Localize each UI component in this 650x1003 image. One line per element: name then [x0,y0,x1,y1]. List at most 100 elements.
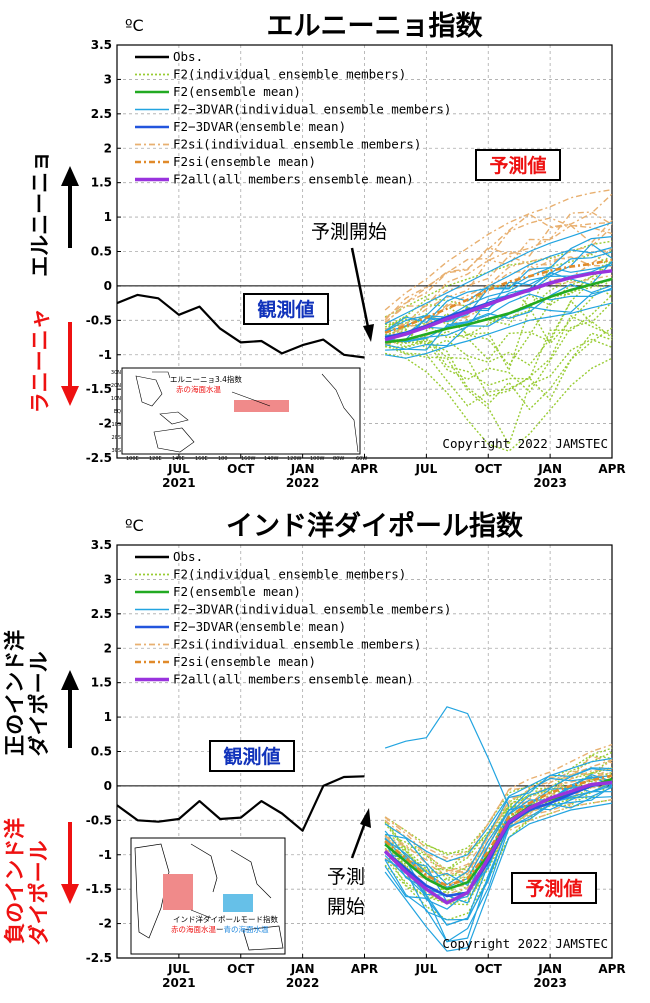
f2si-members-line [384,743,613,859]
forecast-start-label: 開始 [327,896,365,918]
legend: Obs. F2(individual ensemble members) F2(en… [135,549,451,687]
f2si-members-line [384,219,613,323]
forecast-start-arrow [350,247,371,333]
y-tick-label: 3 [104,72,112,86]
copyright: Copyright 2022 JAMSTEC [442,936,608,951]
landmass [152,371,171,379]
landmass [230,849,272,899]
f2-3dvar-members-line [384,767,613,886]
side-arrowhead-down [61,884,79,904]
y-tick-label: 0.5 [91,745,112,759]
legend-label: F2si(ensemble mean) [173,654,316,669]
map-lat-tick: 10N [111,396,121,402]
x-tick-label: JUL [414,962,437,976]
f2-3dvar-members-line [384,246,613,333]
side-label-up: 正のインド洋 [3,630,27,756]
map-subtitle: 赤の海面水温 [176,384,221,394]
side-label-up: ダイポール [27,651,51,756]
observed-box [243,293,329,325]
x-tick-label: JUL [167,962,190,976]
side-label-up: エルニーニョ [28,151,52,277]
x-tick-label: OCT [227,462,255,476]
legend-label: Obs. [173,49,203,64]
map-lon-tick: 80W [333,456,344,462]
y-tick-label: -0.5 [86,813,112,827]
unit-label: ºC [125,516,144,535]
map-subtitle-mid: ー [216,925,224,934]
side-label-down: ラニーニャ [28,308,52,413]
y-tick-label: -1.5 [86,382,112,396]
x-tick-label: JAN [290,462,315,476]
f2-3dvar-members-line [384,779,613,888]
x-tick-label: JAN [537,962,562,976]
f2si-members-line [384,217,613,321]
f2si-members-line [384,768,613,875]
chart-title: エルニーニョ指数 [267,11,484,42]
map-subtitle-red: 赤の海面水温 [171,924,216,934]
f2-members-line [384,338,613,446]
forecast-start-arrowhead [363,324,374,342]
y-tick-label: -2.5 [86,451,112,465]
f2-members-line [385,294,613,386]
y-tick-label: 1 [104,710,112,724]
legend-label: F2si(ensemble mean) [173,154,316,169]
east-pole-box [223,894,253,912]
map-lon-tick: 120W [287,456,302,462]
map-frame [130,837,286,955]
observed-label: 観測値 [257,298,314,321]
f2all-mean-line [383,780,613,905]
x-tick-label: JAN [537,462,562,476]
f2-3dvar-members-line [385,289,613,351]
map-lat-tick: 30S [111,448,121,454]
copyright: Copyright 2022 JAMSTEC [442,436,608,451]
y-tick-label: 0.5 [91,245,112,259]
map-lat-tick: 10S [111,422,121,428]
x-tick-label: APR [351,462,378,476]
f2-members-line [384,315,613,397]
legend-label: F2(ensemble mean) [173,84,301,99]
y-tick-label: 3 [104,572,112,586]
side-arrowhead-up [61,166,79,186]
forecast-label: 予測値 [525,877,582,900]
legend-label: F2si(individual ensemble members) [173,137,421,152]
nino34-box [234,400,289,412]
y-tick-label: -1.5 [86,882,112,896]
landmass [134,843,170,939]
landmass [321,373,359,453]
landmass [153,427,195,453]
legend-label: F2−3DVAR(ensemble mean) [173,619,346,634]
y-tick-label: 2 [104,641,112,655]
legend-label: F2(individual ensemble members) [173,567,406,582]
f2-members-line [385,281,613,361]
y-tick-label: 3.5 [91,538,112,552]
map-lat-tick: EQ [114,409,121,415]
x-tick-label: APR [598,462,625,476]
f2-3dvar-members-line [384,791,613,921]
forecast-start-arrowhead [360,808,371,828]
y-tick-label: 2.5 [91,107,112,121]
x-tick-label: APR [351,962,378,976]
y-tick-label: 1.5 [91,676,112,690]
landmass [190,843,218,893]
x-tick-year: 2021 [162,976,195,990]
y-tick-label: 2.5 [91,607,112,621]
f2all-mean-line [384,269,613,342]
f2-members-line [384,352,613,452]
panel-2: インド洋ダイポール指数 ºC 3.5 3 2.5 2 1.5 1 0.5 0 -0.5 -1 -1.5 -… [3,510,626,990]
f2-mean-line [384,277,613,344]
map-pointer [190,909,212,919]
f2-3dvar-members-line [384,236,613,332]
side-arrowhead-down [61,386,79,406]
f2-3dvar-members-line [384,243,613,333]
y-tick-label: 3.5 [91,38,112,52]
f2si-members-line [384,767,613,889]
x-tick-year: 2022 [286,976,319,990]
chart-title: インド洋ダイポール指数 [226,510,524,542]
f2-members-line [384,332,613,407]
obs-line [116,293,365,359]
f2-members-line [385,253,613,325]
legend-label: F2−3DVAR(ensemble mean) [173,119,346,134]
legend-label: Obs. [173,549,203,564]
x-tick-label: APR [598,962,625,976]
